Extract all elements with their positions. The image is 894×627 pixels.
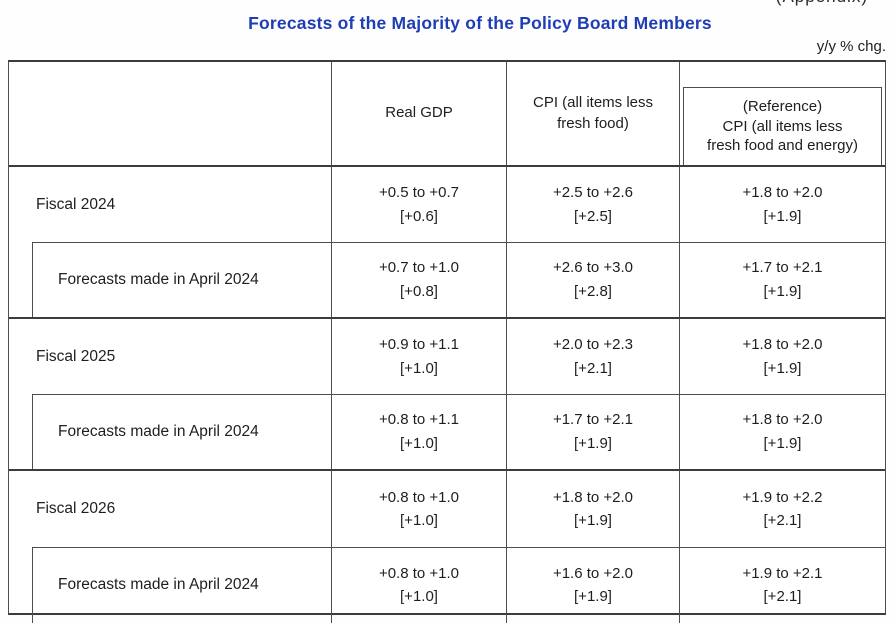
table-row-april-forecast-2024: Forecasts made in April 2024 +0.7 to +1.… xyxy=(9,242,885,317)
header-cell-cpi: CPI (all items less fresh food) xyxy=(506,62,679,165)
table-header-row: Real GDP CPI (all items less fresh food)… xyxy=(9,62,885,165)
header-cell-real-gdp: Real GDP xyxy=(331,62,506,165)
gdp-range: +0.9 to +1.1 xyxy=(378,336,460,354)
gdp-range: +0.8 to +1.1 xyxy=(378,411,460,429)
row-label: Forecasts made in April 2024 xyxy=(58,422,259,440)
header-cell-period xyxy=(9,62,331,165)
cpi-reference-range: +1.8 to +2.0 xyxy=(742,411,823,429)
gdp-forecast-cell: +0.8 to +1.1 [+1.0] xyxy=(331,394,506,469)
cpi-reference-range: +1.7 to +2.1 xyxy=(742,259,823,277)
cpi-forecast-cell: +2.5 to +2.6 [+2.5] xyxy=(506,167,679,242)
gdp-median: [+1.0] xyxy=(400,359,438,377)
gdp-forecast-cell: +0.8 to +1.0 [+1.0] xyxy=(331,547,506,623)
cpi-reference-range: +1.9 to +2.2 xyxy=(742,488,823,506)
cpi-reference-range: +1.8 to +2.0 xyxy=(742,336,823,354)
appendix-note-clipped: (Appendix) xyxy=(776,0,868,9)
gdp-median: [+1.0] xyxy=(400,512,438,529)
page-title: Forecasts of the Majority of the Policy … xyxy=(248,13,712,33)
gdp-forecast-cell: +0.7 to +1.0 [+0.8] xyxy=(331,242,506,317)
cpi-forecast-cell: +1.8 to +2.0 [+1.9] xyxy=(506,471,679,547)
table-row-fiscal-2024: Fiscal 2024 +0.5 to +0.7 [+0.6] +2.5 to … xyxy=(9,167,885,242)
cpi-median: [+1.9] xyxy=(574,434,612,452)
row-label: Fiscal 2025 xyxy=(36,347,116,365)
cpi-reference-forecast-cell: +1.8 to +2.0 [+1.9] xyxy=(679,394,885,469)
cpi-range: +1.6 to +2.0 xyxy=(552,564,634,582)
table-row-fiscal-2025: Fiscal 2025 +0.9 to +1.1 [+1.0] +2.0 to … xyxy=(9,319,885,394)
cpi-reference-forecast-cell: +1.7 to +2.1 [+1.9] xyxy=(679,242,885,317)
table-row-april-forecast-2026: Forecasts made in April 2024 +0.8 to +1.… xyxy=(9,547,885,623)
cpi-reference-range: +1.9 to +2.1 xyxy=(742,564,823,582)
gdp-forecast-cell: +0.9 to +1.1 [+1.0] xyxy=(331,319,506,394)
cpi-reference-range: +1.8 to +2.0 xyxy=(742,184,823,202)
cpi-reference-median: [+1.9] xyxy=(763,434,802,452)
cpi-forecast-cell: +2.6 to +3.0 [+2.8] xyxy=(506,242,679,317)
cpi-range: +1.8 to +2.0 xyxy=(552,488,634,506)
cpi-median: [+2.5] xyxy=(574,207,612,225)
cpi-reference-forecast-cell: +1.9 to +2.1 [+2.1] xyxy=(679,547,885,623)
cpi-range: +1.7 to +2.1 xyxy=(552,411,634,429)
gdp-forecast-cell: +0.8 to +1.0 [+1.0] xyxy=(331,471,506,547)
cpi-reference-median: [+2.1] xyxy=(763,588,802,605)
appendix-note-text: (Appendix) xyxy=(776,0,868,7)
cpi-reference-median: [+1.9] xyxy=(763,359,802,377)
reference-header-box: (Reference) CPI (all items less fresh fo… xyxy=(683,87,882,165)
header-cell-cpi-reference: (Reference) CPI (all items less fresh fo… xyxy=(679,62,885,165)
cpi-median: [+2.8] xyxy=(574,282,612,300)
gdp-range: +0.8 to +1.0 xyxy=(378,564,460,582)
cpi-forecast-cell: +2.0 to +2.3 [+2.1] xyxy=(506,319,679,394)
cpi-reference-forecast-cell: +1.8 to +2.0 [+1.9] xyxy=(679,167,885,242)
cpi-median: [+1.9] xyxy=(574,512,612,529)
cpi-reference-forecast-cell: +1.8 to +2.0 [+1.9] xyxy=(679,319,885,394)
table-row-april-forecast-2025: Forecasts made in April 2024 +0.8 to +1.… xyxy=(9,394,885,469)
gdp-range: +0.5 to +0.7 xyxy=(378,184,460,202)
cpi-range: +2.5 to +2.6 xyxy=(552,184,634,202)
row-label: Fiscal 2026 xyxy=(36,500,116,517)
cpi-forecast-cell: +1.7 to +2.1 [+1.9] xyxy=(506,394,679,469)
gdp-median: [+1.0] xyxy=(400,434,438,452)
cpi-range: +2.6 to +3.0 xyxy=(552,259,634,277)
table-row-fiscal-2026: Fiscal 2026 +0.8 to +1.0 [+1.0] +1.8 to … xyxy=(9,471,885,547)
fiscal-block-2024: Fiscal 2024 +0.5 to +0.7 [+0.6] +2.5 to … xyxy=(9,165,885,317)
fiscal-block-2025: Fiscal 2025 +0.9 to +1.1 [+1.0] +2.0 to … xyxy=(9,317,885,469)
gdp-median: [+1.0] xyxy=(400,588,438,605)
unit-note: y/y % chg. xyxy=(816,38,886,55)
row-label: Fiscal 2024 xyxy=(36,195,116,213)
forecast-table: Real GDP CPI (all items less fresh food)… xyxy=(8,60,886,623)
row-label: Forecasts made in April 2024 xyxy=(58,576,259,593)
cpi-reference-median: [+1.9] xyxy=(763,207,802,225)
gdp-forecast-cell: +0.5 to +0.7 [+0.6] xyxy=(331,167,506,242)
cpi-forecast-cell: +1.6 to +2.0 [+1.9] xyxy=(506,547,679,623)
cpi-reference-median: [+1.9] xyxy=(763,282,802,300)
gdp-range: +0.7 to +1.0 xyxy=(378,259,460,277)
cpi-range: +2.0 to +2.3 xyxy=(552,336,634,354)
cpi-reference-forecast-cell: +1.9 to +2.2 [+2.1] xyxy=(679,471,885,547)
cpi-reference-median: [+2.1] xyxy=(763,512,802,529)
gdp-median: [+0.8] xyxy=(400,282,438,300)
fiscal-block-2026: Fiscal 2026 +0.8 to +1.0 [+1.0] +1.8 to … xyxy=(9,469,885,623)
cpi-median: [+2.1] xyxy=(574,359,612,377)
cpi-median: [+1.9] xyxy=(574,588,612,605)
gdp-median: [+0.6] xyxy=(400,207,438,225)
row-label: Forecasts made in April 2024 xyxy=(58,270,259,288)
gdp-range: +0.8 to +1.0 xyxy=(378,488,460,506)
